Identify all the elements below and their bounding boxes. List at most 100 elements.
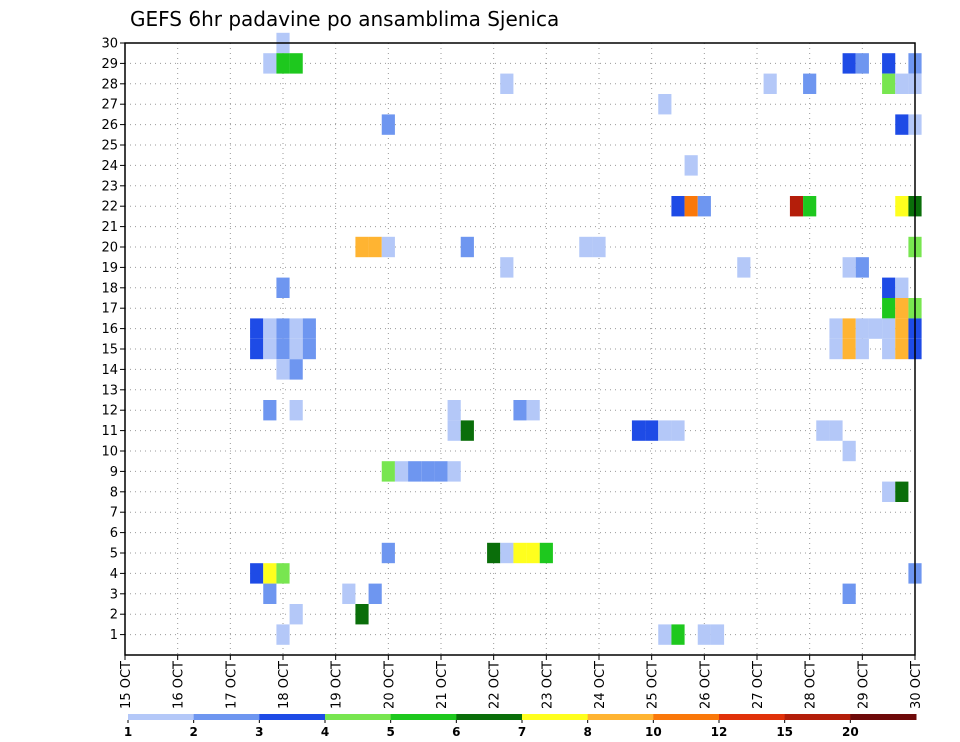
- y-tick-label-28: 28: [101, 77, 118, 92]
- x-tick-label-0: 15 OCT: [119, 661, 134, 709]
- y-tick-label-11: 11: [101, 424, 118, 439]
- cell-m2-105: [355, 604, 369, 625]
- x-tick-label-15: 30 OCT: [909, 661, 924, 709]
- y-tick-label-5: 5: [110, 547, 118, 562]
- cell-m19-33: [500, 257, 514, 278]
- cell-m22-21: [697, 196, 711, 217]
- legend-swatch-9: [719, 714, 786, 720]
- x-tick-label-5: 20 OCT: [382, 661, 397, 709]
- cell-m16-45: [276, 318, 290, 339]
- cell-m16-43: [250, 318, 264, 339]
- cell-m3-101: [342, 583, 356, 604]
- cell-m3-102: [368, 583, 382, 604]
- cell-m19-36: [855, 257, 869, 278]
- cell-m16-46: [289, 318, 303, 339]
- cell-m16-52: [882, 318, 896, 339]
- cell-m4-98: [276, 563, 290, 584]
- cell-m17-41: [895, 298, 909, 319]
- cell-m12-72: [526, 400, 540, 421]
- y-tick-label-12: 12: [101, 404, 118, 419]
- cell-m3-100: [263, 583, 277, 604]
- cell-m15-58: [289, 338, 303, 360]
- cell-m26-16: [895, 114, 909, 135]
- cell-m15-62: [855, 338, 869, 360]
- y-tick-label-22: 22: [101, 200, 118, 215]
- x-tick-label-11: 26 OCT: [698, 661, 713, 709]
- y-tick-label-7: 7: [110, 506, 118, 521]
- legend-swatch-0: [128, 714, 195, 720]
- cell-m20-30: [579, 236, 593, 258]
- cell-m17-40: [882, 298, 896, 319]
- y-tick-label-23: 23: [101, 179, 118, 194]
- cell-m14-66: [276, 359, 290, 380]
- cell-m11-78: [671, 420, 685, 441]
- x-tick-label-14: 29 OCT: [856, 661, 871, 709]
- color-legend: 1 2 3 4 5 6 7 8 10 12 15 20: [124, 714, 917, 739]
- cell-m5-90: [381, 542, 395, 564]
- cell-m8-88: [882, 481, 896, 502]
- legend-swatch-8: [653, 714, 720, 720]
- cell-m2-104: [289, 604, 303, 625]
- cell-m20-27: [368, 236, 382, 258]
- cell-m22-23: [803, 196, 817, 217]
- cell-m1-107: [658, 624, 672, 645]
- y-tick-label-20: 20: [101, 241, 118, 256]
- cell-m12-68: [263, 400, 277, 421]
- cell-m10-81: [842, 440, 856, 462]
- cell-m28-11: [882, 73, 896, 94]
- y-tick-label-21: 21: [101, 220, 118, 235]
- chart-title: GEFS 6hr padavine po ansamblima Sjenica: [130, 7, 559, 31]
- cell-m11-74: [460, 420, 474, 441]
- legend-label-3: 3: [255, 725, 263, 739]
- cell-m5-91: [487, 542, 501, 564]
- y-tick-label-17: 17: [101, 302, 118, 317]
- cell-m29-1: [263, 53, 277, 74]
- legend-swatch-7: [587, 714, 654, 720]
- x-tick-label-4: 19 OCT: [330, 661, 345, 709]
- cell-m18-37: [276, 277, 290, 298]
- x-tick-label-13: 28 OCT: [804, 661, 819, 709]
- cell-m22-20: [684, 196, 698, 217]
- cell-m9-82: [381, 461, 395, 482]
- cell-m29-2: [276, 53, 290, 74]
- y-tick-label-1: 1: [110, 628, 118, 643]
- legend-label-5: 5: [386, 725, 394, 739]
- cell-m5-95: [539, 542, 553, 564]
- y-tick-label-15: 15: [101, 343, 118, 358]
- y-tick-label-30: 30: [101, 37, 118, 52]
- cell-m12-71: [513, 400, 527, 421]
- cell-m20-29: [460, 236, 474, 258]
- cell-m12-70: [447, 400, 461, 421]
- legend-label-12: 12: [711, 725, 728, 739]
- cell-m5-92: [500, 542, 514, 564]
- x-tick-label-3: 18 OCT: [277, 661, 292, 709]
- legend-swatch-2: [259, 714, 326, 720]
- y-tick-label-26: 26: [101, 118, 118, 133]
- cell-m4-96: [250, 563, 264, 584]
- cell-m29-5: [855, 53, 869, 74]
- x-axis-ticks: 15 OCT 16 OCT 17 OCT 18 OCT 19 OCT 20 OCT 21 O…: [119, 655, 924, 709]
- x-tick-label-10: 25 OCT: [646, 661, 661, 709]
- cell-m22-22: [789, 196, 804, 217]
- cell-m11-80: [829, 420, 843, 441]
- cell-m29-3: [289, 53, 303, 74]
- x-tick-label-7: 22 OCT: [488, 661, 503, 709]
- legend-label-7: 7: [518, 725, 526, 739]
- cell-m11-77: [658, 420, 672, 441]
- cell-m9-86: [434, 461, 448, 482]
- cell-m15-56: [263, 338, 277, 360]
- cell-m11-73: [447, 420, 461, 441]
- cell-m26-15: [381, 114, 395, 135]
- cell-m12-69: [289, 400, 303, 421]
- cell-m1-109: [697, 624, 711, 645]
- y-tick-label-14: 14: [101, 363, 118, 378]
- legend-swatch-4: [390, 714, 457, 720]
- y-tick-label-3: 3: [110, 587, 118, 602]
- cell-m22-19: [671, 196, 685, 217]
- cell-m11-79: [816, 420, 830, 441]
- x-tick-label-1: 16 OCT: [172, 661, 187, 709]
- legend-label-1: 1: [124, 725, 132, 739]
- cell-m11-76: [645, 420, 659, 441]
- cell-m1-108: [671, 624, 685, 645]
